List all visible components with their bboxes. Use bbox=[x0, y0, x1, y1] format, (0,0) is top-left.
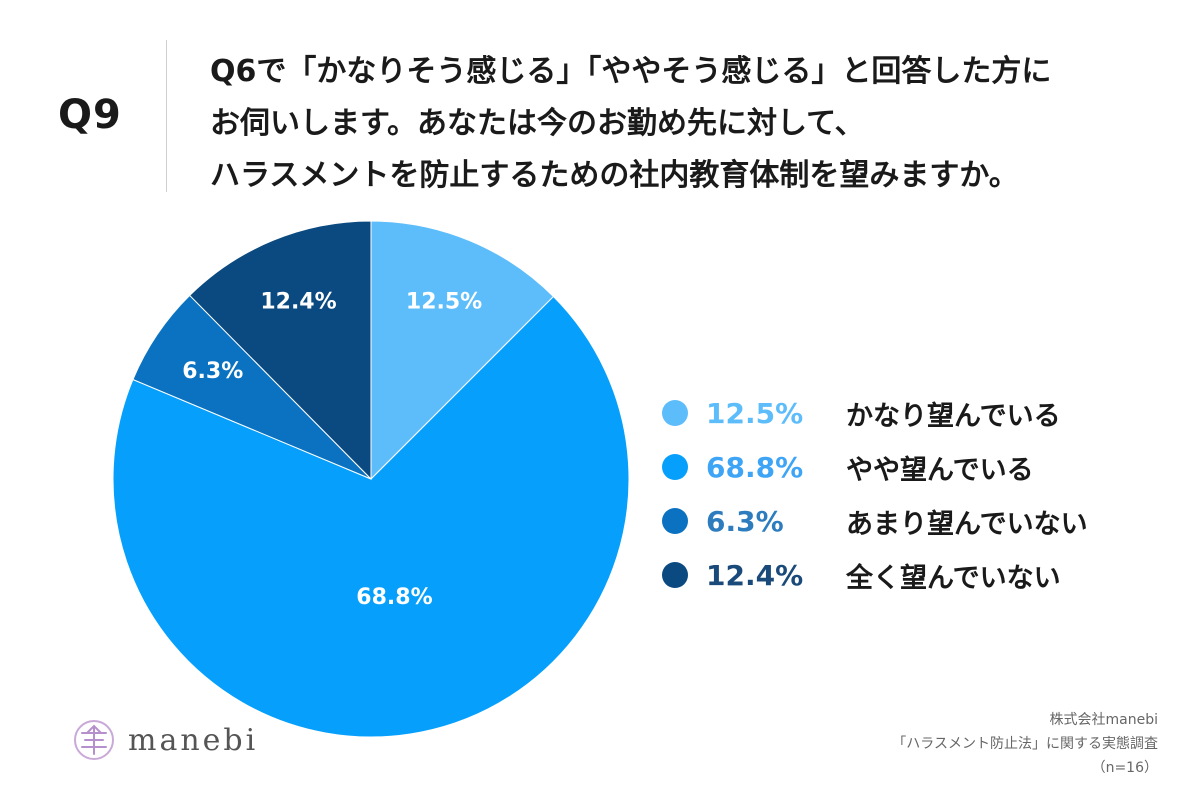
source-sample-size: （n=16） bbox=[1091, 760, 1158, 776]
legend: 12.5% かなり望んでいる 68.8% やや望んでいる 6.3% あまり望んで… bbox=[662, 386, 1088, 602]
legend-dot-2 bbox=[662, 454, 688, 480]
pie-slice-2 bbox=[112, 295, 630, 738]
pie-slice-1 bbox=[370, 220, 555, 481]
legend-percent-3: 6.3% bbox=[706, 504, 784, 538]
legend-item-3: 6.3% あまり望んでいない bbox=[662, 494, 1088, 548]
pie-label-2: 68.8% bbox=[356, 585, 432, 610]
legend-label-4: 全く望んでいない bbox=[846, 562, 1061, 594]
question-number: Q9 bbox=[58, 92, 122, 138]
legend-label-3: あまり望んでいない bbox=[846, 508, 1088, 540]
question-text: Q6で「かなりそう感じる」「ややそう感じる」と回答した方に お伺いします。あなた… bbox=[210, 46, 1180, 202]
source-note: 株式会社manebi 「ハラスメント防止法」に関する実態調査 （n=16） bbox=[892, 708, 1158, 780]
legend-percent-2: 68.8% bbox=[706, 450, 804, 484]
legend-label-2: やや望んでいる bbox=[846, 454, 1034, 486]
source-survey: 「ハラスメント防止法」に関する実態調査 bbox=[892, 736, 1158, 752]
legend-dot-4 bbox=[662, 562, 688, 588]
legend-dot-3 bbox=[662, 508, 688, 534]
pie-label-1: 12.5% bbox=[406, 290, 482, 315]
legend-percent-1: 12.5% bbox=[706, 396, 804, 430]
pie-labels: 12.5% 68.8% 6.3% 12.4% bbox=[182, 289, 482, 610]
manebi-logo-text: manebi bbox=[128, 722, 259, 758]
source-company: 株式会社manebi bbox=[1049, 712, 1158, 728]
manebi-logo: manebi bbox=[72, 718, 258, 762]
header-divider bbox=[166, 40, 167, 192]
legend-dot-1 bbox=[662, 400, 688, 426]
legend-label-1: かなり望んでいる bbox=[846, 400, 1061, 432]
manebi-logo-icon bbox=[74, 720, 114, 760]
pie-label-3: 6.3% bbox=[182, 359, 243, 384]
legend-item-4: 12.4% 全く望んでいない bbox=[662, 548, 1088, 602]
question-line-3: ハラスメントを防止するための社内教育体制を望みますか。 bbox=[210, 158, 1019, 193]
legend-item-1: 12.5% かなり望んでいる bbox=[662, 386, 1088, 440]
question-line-1: Q6で「かなりそう感じる」「ややそう感じる」と回答した方に bbox=[210, 54, 1052, 89]
pie-slices bbox=[112, 220, 630, 738]
legend-percent-4: 12.4% bbox=[706, 558, 804, 592]
pie-label-4: 12.4% bbox=[260, 289, 336, 314]
legend-item-2: 68.8% やや望んでいる bbox=[662, 440, 1088, 494]
question-line-2: お伺いします。あなたは今のお勤め先に対して、 bbox=[210, 106, 865, 141]
pie-slice-4 bbox=[189, 220, 372, 481]
